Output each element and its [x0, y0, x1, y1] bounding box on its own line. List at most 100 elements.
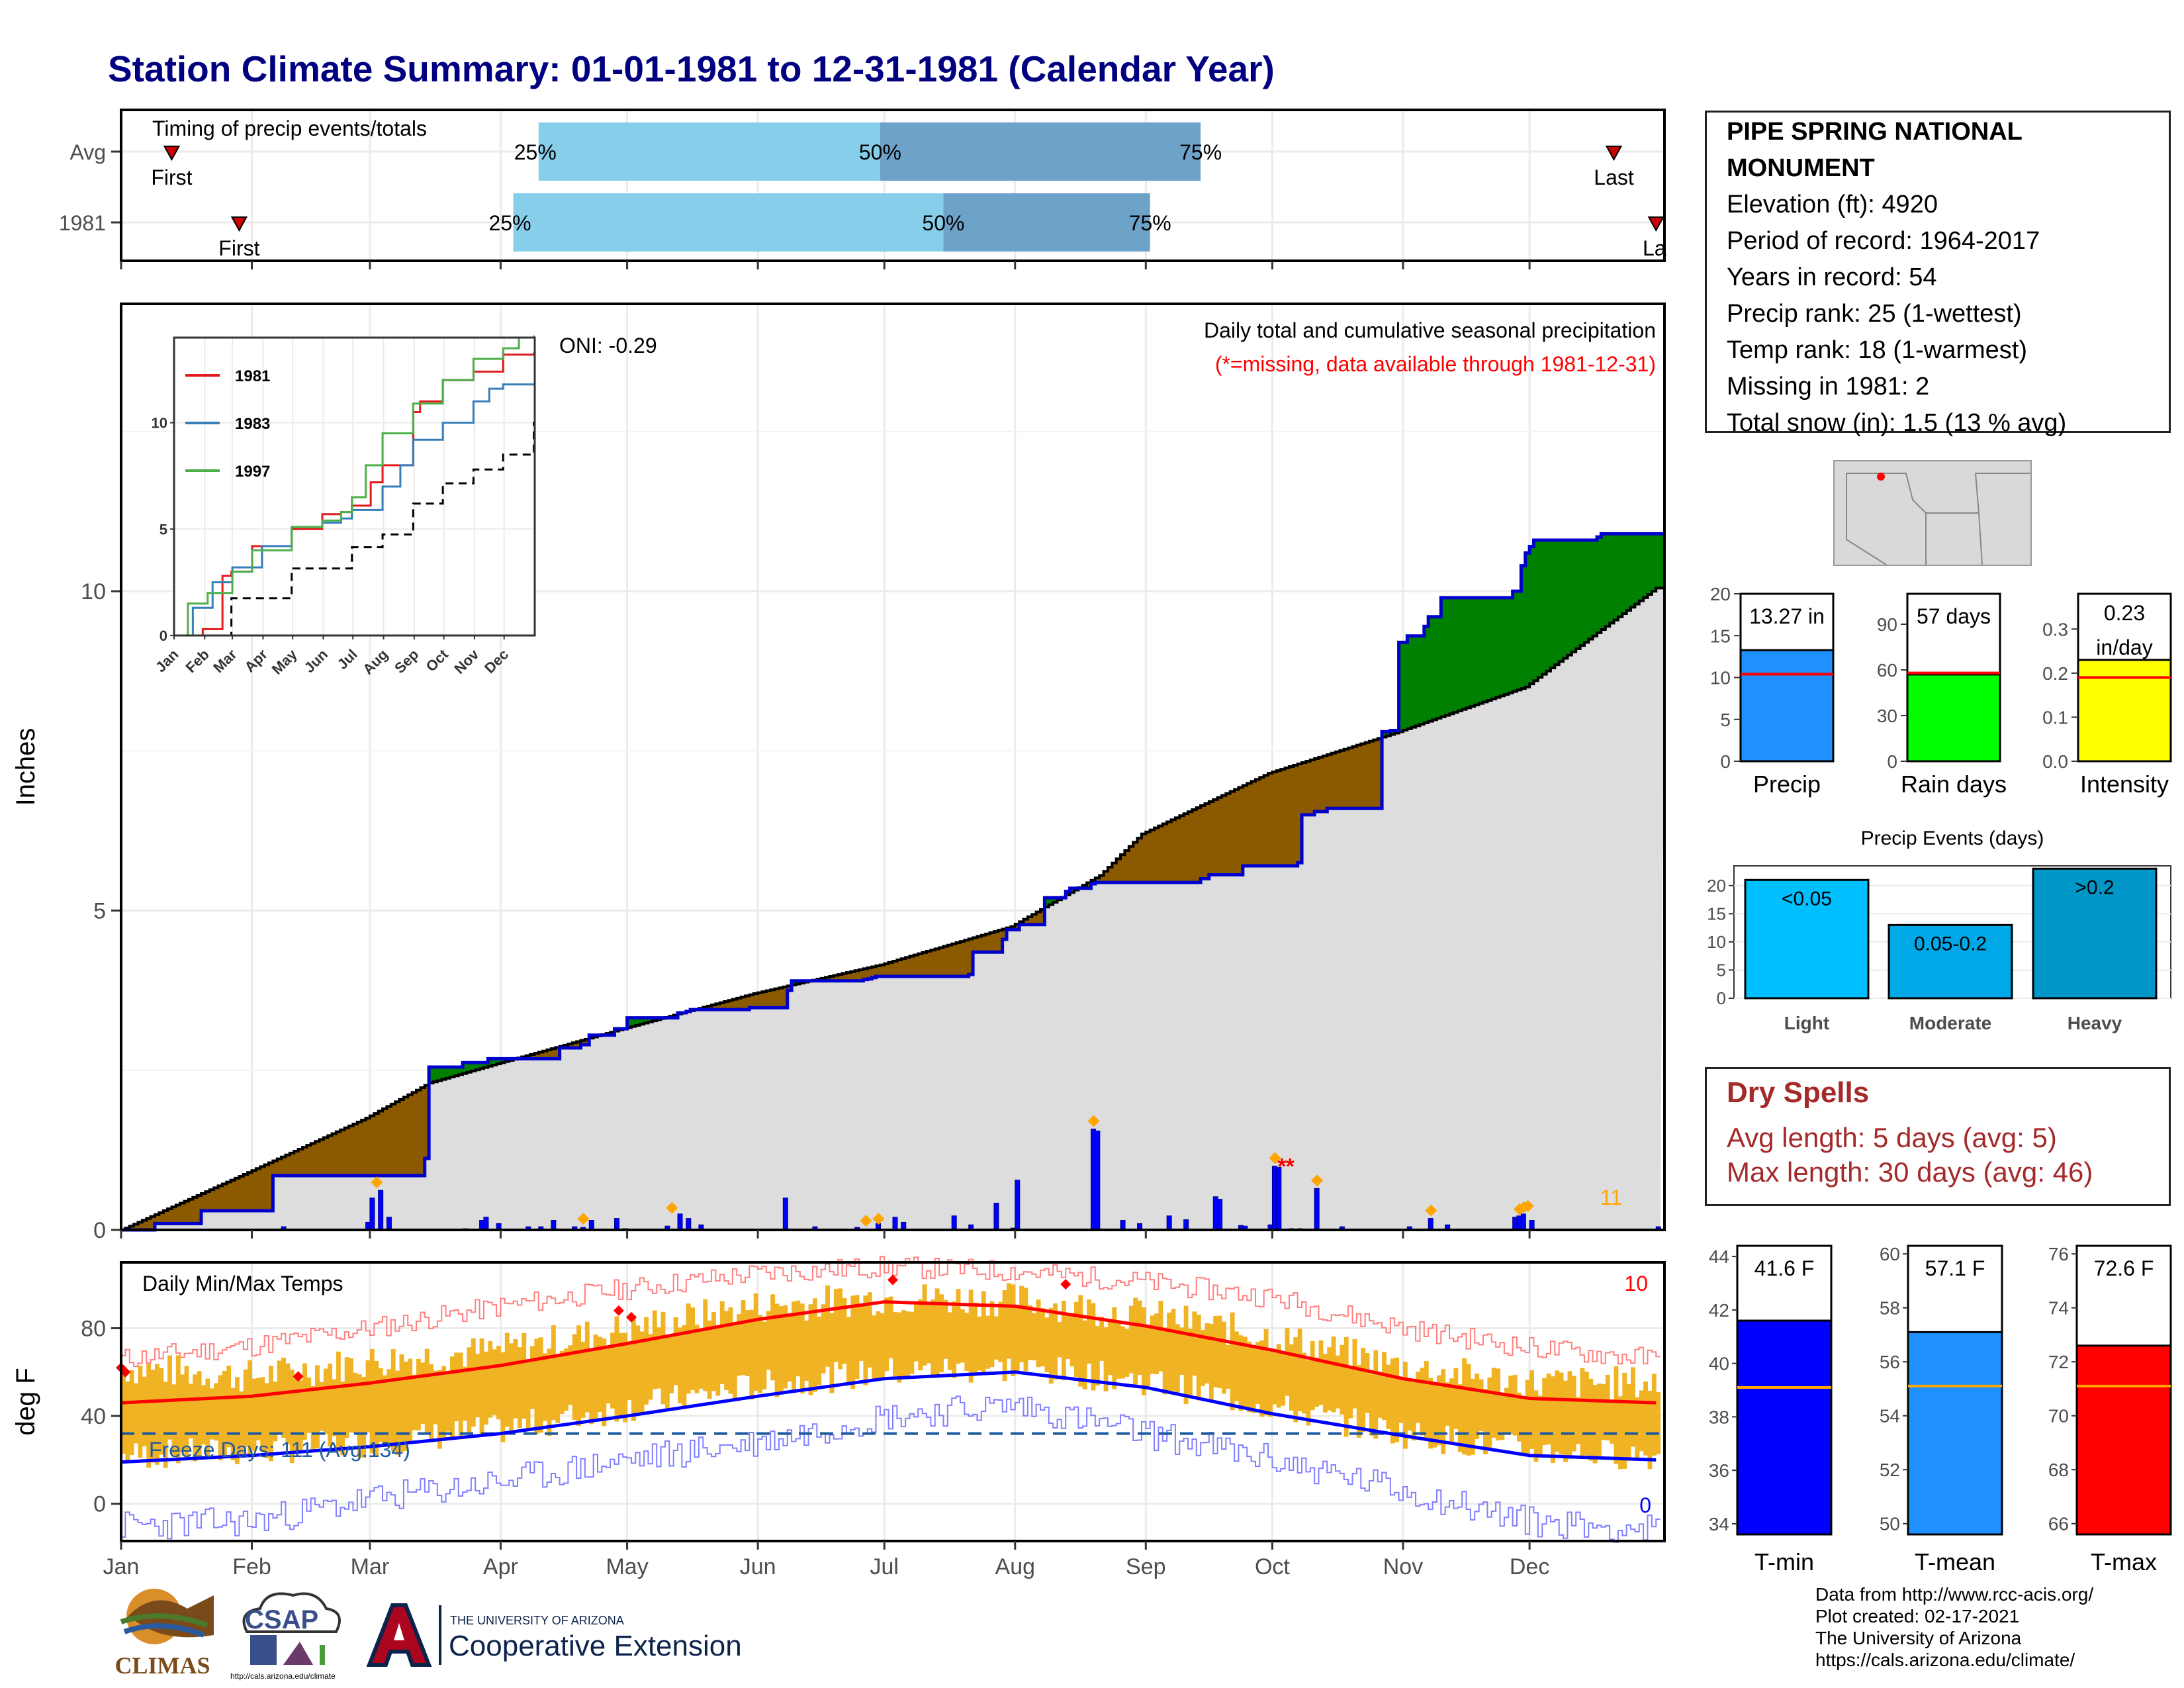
below-normal-fill: [829, 976, 835, 981]
daily-temp-bar: [1247, 1341, 1252, 1413]
dry-spells-title: Dry Spells: [1727, 1076, 1870, 1109]
timing-row-label: Avg: [69, 140, 106, 164]
daily-temp-bar: [1322, 1354, 1328, 1413]
daily-temp-bar: [150, 1370, 156, 1463]
below-normal-fill: [538, 1052, 543, 1059]
daily-temp-bar: [1242, 1336, 1248, 1409]
timing-row-label: 1981: [59, 211, 106, 235]
below-normal-fill: [369, 1115, 375, 1176]
daily-temp-bar: [378, 1368, 383, 1442]
above-normal-fill: [1610, 534, 1615, 624]
below-normal-fill: [572, 1043, 577, 1049]
daily-temp-bar: [821, 1304, 826, 1374]
above-normal-fill: [1643, 534, 1649, 598]
above-normal-fill: [483, 1062, 488, 1068]
daily-temp-bar: [825, 1285, 830, 1367]
daily-temp-bar: [652, 1310, 657, 1389]
daily-temp-bar: [525, 1361, 531, 1429]
daily-temp-bar: [395, 1370, 400, 1456]
daily-temp-bar: [1382, 1352, 1387, 1421]
temp-chart-ytick-label: 34: [1709, 1514, 1729, 1534]
daily-temp-bar: [850, 1295, 856, 1389]
temp-ytick-label: 80: [81, 1316, 106, 1341]
above-normal-fill: [1398, 642, 1404, 732]
daily-temp-bar: [349, 1358, 353, 1433]
temp-chart-label: T-max: [2091, 1548, 2157, 1575]
below-normal-fill: [214, 1188, 219, 1211]
above-normal-fill: [631, 1017, 636, 1027]
daily-temp-bar: [159, 1368, 164, 1455]
daily-temp-bar: [597, 1336, 602, 1413]
daily-temp-bar: [1167, 1312, 1172, 1392]
temp-chart-ytick-label: 72: [2048, 1352, 2069, 1372]
below-normal-fill: [1192, 810, 1197, 883]
below-normal-fill: [159, 1212, 164, 1224]
below-normal-fill: [310, 1143, 316, 1176]
daily-temp-bar: [445, 1371, 451, 1432]
below-normal-fill: [1361, 743, 1366, 809]
above-normal-fill: [1420, 635, 1425, 725]
below-normal-fill: [985, 933, 991, 953]
below-normal-fill: [289, 1152, 295, 1176]
daily-temp-bar: [749, 1309, 754, 1399]
daily-temp-bar: [1508, 1376, 1514, 1434]
above-normal-fill: [1491, 597, 1496, 699]
below-normal-fill: [205, 1192, 210, 1211]
extreme-event-marker-icon: [1087, 1115, 1100, 1127]
daily-temp-bar: [1314, 1357, 1320, 1407]
daily-temp-bar: [1281, 1354, 1286, 1406]
below-normal-fill: [408, 1094, 413, 1176]
timing-p75-label: 75%: [1129, 211, 1171, 235]
below-normal-fill: [825, 977, 831, 981]
daily-temp-bar: [627, 1341, 632, 1401]
mini-chart-ytick-label: 15: [1710, 626, 1731, 646]
above-normal-fill: [1453, 597, 1459, 713]
extreme-event-marker-icon: [1425, 1204, 1437, 1217]
below-normal-fill: [973, 937, 978, 953]
daily-temp-bar: [357, 1374, 362, 1458]
below-normal-fill: [1158, 825, 1163, 883]
below-normal-fill: [255, 1168, 261, 1211]
daily-temp-bar: [690, 1307, 696, 1391]
daily-temp-bar: [1306, 1360, 1311, 1426]
daily-temp-bar: [1019, 1286, 1024, 1362]
below-normal-fill: [960, 941, 965, 976]
daily-temp-bar: [1217, 1315, 1222, 1389]
daily-temp-bar: [1078, 1295, 1083, 1387]
daily-precip-bar: [483, 1217, 489, 1231]
daily-temp-bar: [799, 1303, 805, 1393]
below-normal-fill: [842, 973, 847, 981]
daily-temp-bar: [328, 1363, 333, 1446]
daily-temp-bar: [1601, 1383, 1606, 1440]
above-normal-fill: [1631, 534, 1635, 608]
daily-temp-bar: [1424, 1361, 1429, 1441]
below-normal-fill: [1002, 929, 1007, 940]
daily-temp-bar: [564, 1348, 569, 1411]
month-label: Jun: [740, 1554, 776, 1579]
daily-temp-bar: [876, 1311, 881, 1379]
above-normal-fill: [463, 1062, 468, 1074]
daily-temp-bar: [1592, 1385, 1598, 1464]
daily-temp-bar: [1445, 1382, 1450, 1426]
last-event-marker-icon: [1605, 146, 1623, 162]
daily-temp-bar: [1336, 1355, 1340, 1409]
above-normal-fill: [1588, 539, 1594, 639]
temp-chart-ytick-label: 50: [1880, 1514, 1900, 1534]
daily-temp-bar: [648, 1334, 653, 1400]
daily-temp-bar: [1487, 1378, 1492, 1448]
daily-temp-bar: [1044, 1317, 1050, 1373]
daily-temp-bar: [1036, 1299, 1041, 1368]
daily-temp-bar: [610, 1333, 615, 1409]
precip-events-ytick-label: 5: [1717, 960, 1726, 980]
station-info-line: Years in record: 54: [1727, 263, 1937, 291]
missing-data-marker-icon: *: [1286, 1154, 1295, 1180]
daily-temp-bar: [1402, 1362, 1408, 1449]
daily-temp-bar: [964, 1313, 970, 1371]
above-normal-fill: [479, 1062, 484, 1069]
daily-temp-bar: [1504, 1387, 1509, 1434]
timing-p75-label: 75%: [1179, 140, 1222, 164]
below-normal-fill: [778, 988, 784, 1008]
daily-temp-bar: [538, 1337, 543, 1433]
below-normal-fill: [1133, 842, 1138, 883]
below-normal-fill: [737, 998, 742, 1010]
